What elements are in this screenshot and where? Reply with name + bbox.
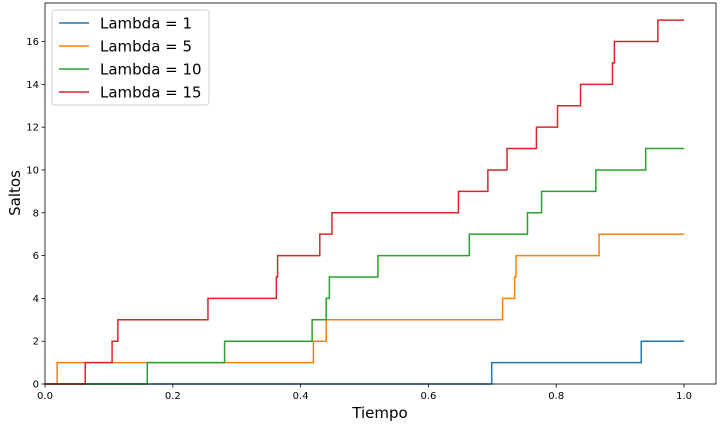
legend-label-0: Lambda = 1 <box>100 15 192 33</box>
y-axis: 0 2 4 6 8 10 12 14 16 <box>26 37 45 391</box>
legend-entries: Lambda = 1 Lambda = 5 Lambda = 10 Lambda = … <box>59 15 202 102</box>
y-tick-label: 6 <box>33 251 39 262</box>
series-line-3 <box>45 19 685 385</box>
legend-label-1: Lambda = 5 <box>100 38 192 56</box>
y-tick-label: 12 <box>26 123 39 134</box>
x-tick-label: 0.2 <box>165 391 181 402</box>
y-tick-label: 10 <box>26 165 39 176</box>
x-tick-label: 0.4 <box>293 391 309 402</box>
legend: Lambda = 1 Lambda = 5 Lambda = 10 Lambda = … <box>51 9 210 106</box>
plot-lines <box>45 19 685 385</box>
x-axis: 0.0 0.2 0.4 0.6 0.8 1.0 <box>37 384 692 402</box>
y-tick-label: 4 <box>33 294 39 305</box>
x-tick-label: 0.8 <box>548 391 564 402</box>
plot-frame <box>44 2 717 385</box>
legend-box <box>51 9 210 106</box>
y-tick-label: 0 <box>33 380 39 391</box>
legend-label-3: Lambda = 15 <box>100 84 202 102</box>
y-tick-label: 14 <box>26 80 39 91</box>
y-axis-label: Saltos <box>6 170 24 216</box>
x-tick-label: 0.0 <box>37 391 53 402</box>
x-tick-label: 0.6 <box>420 391 436 402</box>
legend-label-2: Lambda = 10 <box>100 61 202 79</box>
series-line-2 <box>45 147 685 385</box>
y-tick-label: 8 <box>33 208 39 219</box>
x-axis-label: Tiempo <box>351 404 407 422</box>
series-line-1 <box>45 233 685 385</box>
x-tick-label: 1.0 <box>676 391 692 402</box>
y-tick-label: 16 <box>26 37 39 48</box>
y-tick-label: 2 <box>33 337 39 348</box>
